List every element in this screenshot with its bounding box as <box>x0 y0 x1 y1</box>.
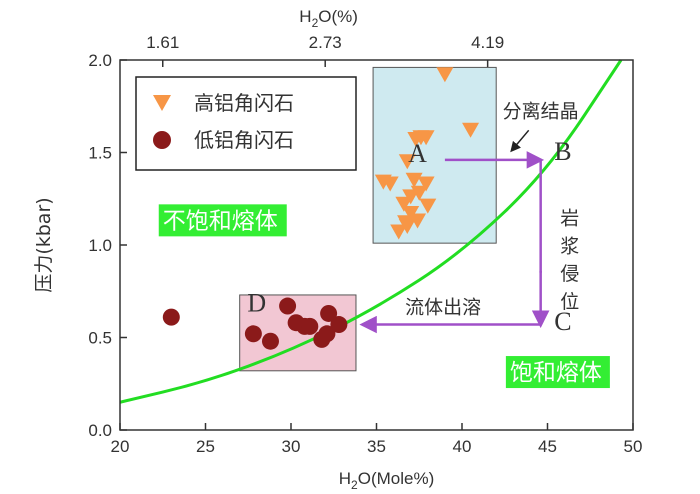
y-axis-title: 压力(kbar) <box>33 197 55 292</box>
annotation-1: 岩 <box>560 208 579 230</box>
triangle-point-16 <box>409 213 427 229</box>
region-label-bg-0 <box>158 204 287 237</box>
triangle-point-9 <box>381 176 399 192</box>
region-label-0: 不饱和熔体 <box>163 208 278 234</box>
legend-label-1: 低铝角闪石 <box>194 128 294 152</box>
triangle-point-3 <box>407 132 425 148</box>
circle-point-2 <box>261 332 279 350</box>
x-tick-label-50: 50 <box>624 437 643 456</box>
triangle-point-7 <box>417 176 435 192</box>
point-label-D: D <box>247 289 266 318</box>
point-label-B: B <box>554 137 571 166</box>
circle-point-0 <box>162 308 180 326</box>
annotation-2: 浆 <box>560 235 579 257</box>
y-tick-label-0: 0.0 <box>88 421 112 440</box>
annotation-5: 流体出溶 <box>405 296 481 318</box>
triangle-point-5 <box>398 154 416 170</box>
y-tick-label-3: 1.5 <box>88 144 112 163</box>
legend-label-0: 高铝角闪石 <box>194 91 294 115</box>
annotation-0: 分离结晶 <box>503 100 579 122</box>
point-label-A: A <box>408 139 427 168</box>
legend-circle-marker <box>153 131 171 149</box>
top-tick-label-4.19: 4.19 <box>471 33 504 52</box>
point-label-C: C <box>554 307 571 336</box>
annotation-3: 侵 <box>560 263 579 285</box>
highlight-boxes <box>239 66 497 372</box>
annotation-4: 位 <box>560 291 579 313</box>
circle-point-1 <box>244 325 262 343</box>
triangle-point-13 <box>419 198 437 214</box>
legend-box <box>135 76 357 171</box>
region-label-bg-1 <box>505 356 610 389</box>
circle-point-7 <box>320 304 338 322</box>
x-tick-label-20: 20 <box>111 437 130 456</box>
legend-triangle-marker <box>153 95 171 111</box>
saturation-curve-line <box>119 59 623 404</box>
x-tick-label-25: 25 <box>196 437 215 456</box>
x-tick-label-30: 30 <box>282 437 301 456</box>
triangle-point-12 <box>395 196 413 212</box>
y-tick-label-1: 0.5 <box>88 329 112 348</box>
y-tick-label-4: 2.0 <box>88 51 112 70</box>
x-tick-label-40: 40 <box>453 437 472 456</box>
circle-point-9 <box>330 316 348 334</box>
axes: 20 25 30 35 40 45 50 1.61 2.73 4.19 0.0 0.5 1.0 1.5 2.… <box>33 7 642 492</box>
x-axis-title: H2O(Mole%) <box>339 469 434 492</box>
top-axis-title: H2O(%) <box>299 7 358 30</box>
x-tick-label-45: 45 <box>538 437 557 456</box>
circle-point-6 <box>301 317 319 335</box>
top-tick-label-1.61: 1.61 <box>146 33 179 52</box>
saturation-curve <box>119 59 623 404</box>
triangle-point-18 <box>390 224 408 240</box>
fractional-crystallization-pointer <box>510 129 530 153</box>
triangle-point-17 <box>398 219 416 234</box>
box-high-al <box>372 66 497 244</box>
triangle-point-4 <box>462 122 480 138</box>
process-arrows <box>359 129 550 334</box>
y-tick-label-2: 1.0 <box>88 236 112 255</box>
triangle-point-0 <box>436 67 454 83</box>
top-tick-label-2.73: 2.73 <box>309 33 342 52</box>
region-label-1: 饱和熔体 <box>510 360 602 386</box>
data-points <box>162 67 480 350</box>
x-tick-label-35: 35 <box>367 437 386 456</box>
circle-point-3 <box>279 297 297 315</box>
circle-point-10 <box>318 325 336 343</box>
